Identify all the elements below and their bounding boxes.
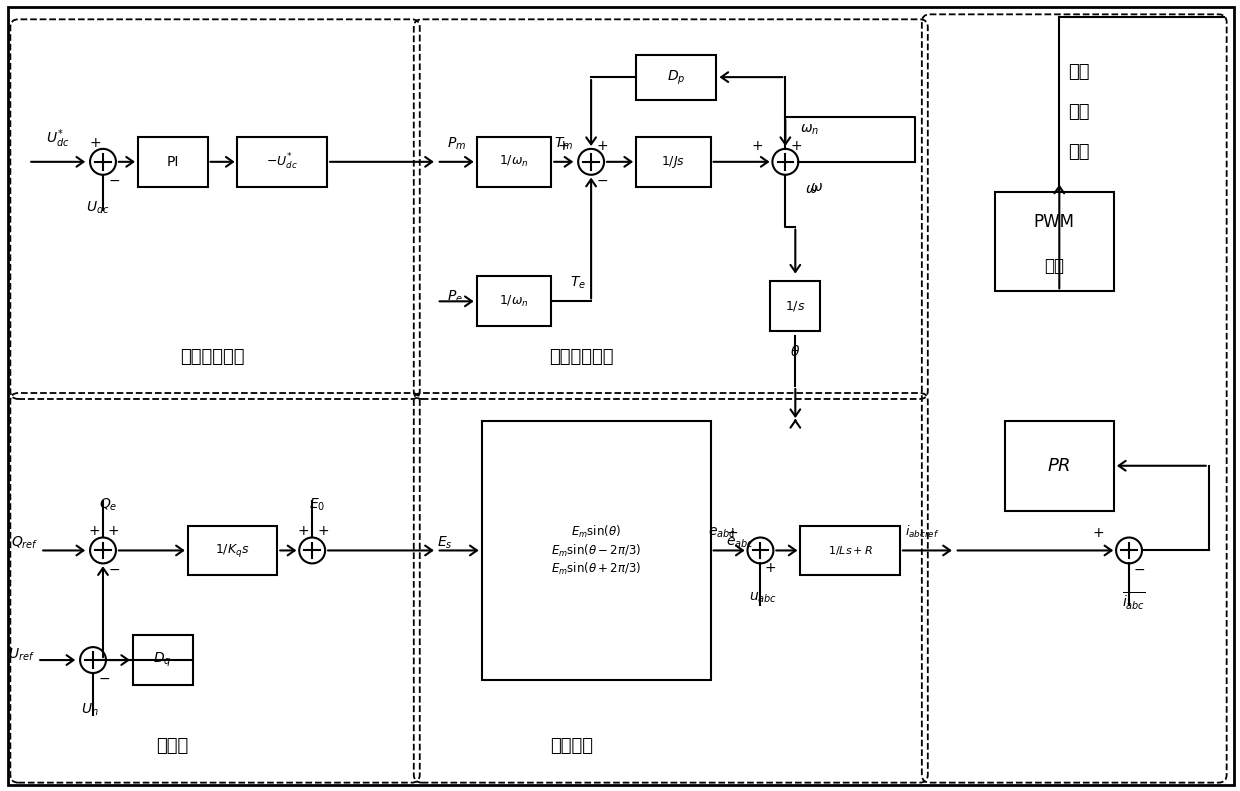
FancyBboxPatch shape [1004,421,1114,511]
Text: $E_s$: $E_s$ [436,534,453,551]
Text: $E_m\sin(\theta)$
$E_m\sin(\theta-2\pi/3)$
$E_m\sin(\theta+2\pi/3)$: $E_m\sin(\theta)$ $E_m\sin(\theta-2\pi/3… [551,524,641,577]
Text: 内环: 内环 [1069,103,1090,121]
Text: $\omega$: $\omega$ [805,182,818,195]
Text: 调制: 调制 [1044,257,1064,275]
Text: $D_p$: $D_p$ [667,69,684,87]
Text: 电流: 电流 [1069,63,1090,81]
Text: +: + [108,524,119,539]
Text: $u_{abc}$: $u_{abc}$ [749,590,777,604]
Text: $1/\omega_n$: $1/\omega_n$ [500,293,528,308]
Text: +: + [89,136,100,149]
Text: $1/Ls+R$: $1/Ls+R$ [827,544,873,557]
Text: $1/s$: $1/s$ [785,299,806,313]
FancyBboxPatch shape [133,635,192,685]
Text: $-$: $-$ [108,172,120,187]
FancyBboxPatch shape [476,137,552,187]
Text: +: + [790,139,802,153]
Text: +: + [751,139,764,153]
Text: $-$: $-$ [98,671,110,685]
Text: 直流侧电压环: 直流侧电压环 [180,348,244,366]
Text: $PR$: $PR$ [1048,456,1071,475]
Text: $Q_e$: $Q_e$ [99,496,118,513]
Text: $D_q$: $D_q$ [154,651,172,669]
FancyBboxPatch shape [770,282,820,331]
Circle shape [81,647,105,673]
Text: $U_{dc}$: $U_{dc}$ [87,199,110,216]
Text: $e_{abc}$: $e_{abc}$ [725,536,754,550]
Text: +: + [764,562,776,575]
Circle shape [1116,538,1142,563]
Text: 电磁方程: 电磁方程 [549,736,593,755]
Circle shape [91,538,115,563]
Text: $1/K_q s$: $1/K_q s$ [216,542,249,559]
Text: $U_{dc}^{*}$: $U_{dc}^{*}$ [46,127,69,149]
Text: $P_e$: $P_e$ [446,288,463,305]
Text: +: + [727,527,739,540]
Text: $U_{ref}$: $U_{ref}$ [9,647,35,664]
Text: $\omega$: $\omega$ [810,180,823,194]
Text: +: + [317,524,329,539]
Circle shape [773,149,799,175]
FancyBboxPatch shape [800,525,900,575]
Circle shape [748,538,774,563]
Text: PWM: PWM [1034,213,1075,231]
FancyBboxPatch shape [238,137,327,187]
Text: $1/Js$: $1/Js$ [661,153,686,170]
Text: $\omega_n$: $\omega_n$ [800,123,820,137]
Text: 转子运动方程: 转子运动方程 [549,348,614,366]
Text: $T_m$: $T_m$ [554,135,574,152]
FancyBboxPatch shape [636,55,715,100]
Text: $i_{abcref}$: $i_{abcref}$ [905,524,939,540]
Text: $-U_{dc}^{*}$: $-U_{dc}^{*}$ [267,152,299,172]
Text: $P_m$: $P_m$ [446,135,466,152]
Text: $\theta$: $\theta$ [790,344,801,359]
Text: +: + [88,524,100,539]
Text: $-$: $-$ [1133,562,1146,575]
FancyBboxPatch shape [187,525,278,575]
FancyBboxPatch shape [636,137,711,187]
Text: +: + [596,139,608,153]
Text: $U_n$: $U_n$ [81,702,99,718]
Circle shape [91,149,115,175]
Text: $T_e$: $T_e$ [570,275,587,291]
FancyBboxPatch shape [138,137,207,187]
Circle shape [299,538,325,563]
Text: $-$: $-$ [596,172,609,187]
FancyBboxPatch shape [481,421,711,680]
Text: +: + [1092,527,1104,540]
FancyBboxPatch shape [994,191,1114,291]
Circle shape [578,149,604,175]
Text: $\overline{i_{abc}}$: $\overline{i_{abc}}$ [1122,590,1146,612]
Text: +: + [558,139,569,153]
Text: $-$: $-$ [108,562,120,575]
Text: 无功环: 无功环 [156,736,188,755]
Text: +: + [298,524,309,539]
Text: $Q_{ref}$: $Q_{ref}$ [11,534,38,551]
Text: PI: PI [166,155,179,168]
Text: $E_0$: $E_0$ [309,496,325,513]
Text: $e_{abc}$: $e_{abc}$ [708,526,735,540]
FancyBboxPatch shape [476,276,552,326]
Text: $1/\omega_n$: $1/\omega_n$ [500,154,528,169]
Text: 控制: 控制 [1069,143,1090,161]
